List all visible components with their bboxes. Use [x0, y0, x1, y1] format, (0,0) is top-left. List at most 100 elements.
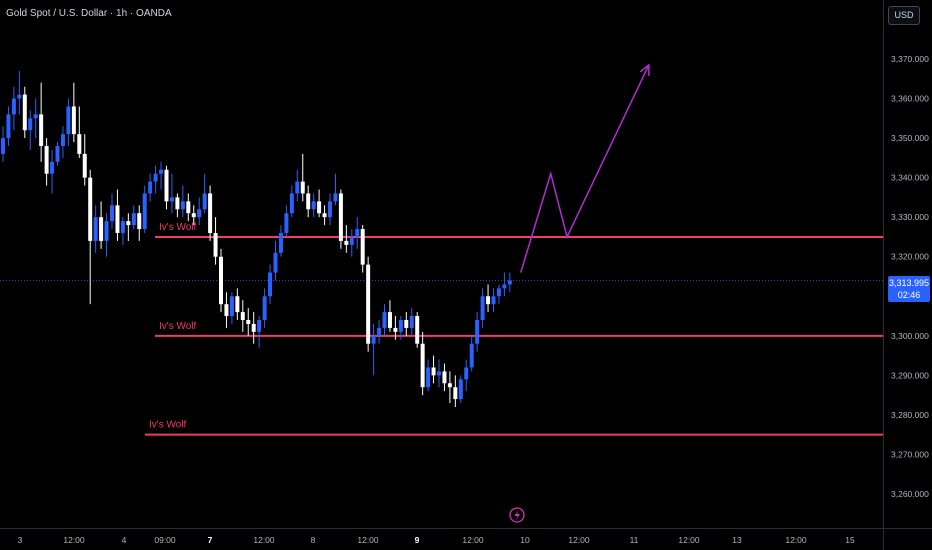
candle-body [464, 367, 469, 380]
candle [300, 153, 305, 202]
price-tick-label: 3,280.000 [891, 410, 929, 420]
time-tick-label: 7 [208, 535, 213, 545]
candle [387, 300, 392, 332]
candle [398, 316, 403, 340]
candle [322, 205, 327, 226]
time-tick-label: 4 [122, 535, 127, 545]
candle [186, 193, 191, 222]
candle [191, 205, 196, 226]
price-axis[interactable]: 3,370.000 3,360.000 3,350.000 3,340.000 3,33… [891, 54, 929, 499]
candle [235, 288, 240, 320]
candle [366, 256, 371, 352]
candle-body [404, 320, 409, 328]
candle-body [300, 181, 305, 194]
candle [213, 217, 218, 265]
price-tick-label: 3,330.000 [891, 212, 929, 222]
candle-body [28, 118, 33, 131]
candle [50, 149, 55, 194]
candle [377, 320, 382, 344]
candle-body [333, 193, 338, 202]
candle-body [71, 106, 76, 135]
price-tick-label: 3,270.000 [891, 449, 929, 459]
projection-path [520, 64, 650, 273]
candle [496, 284, 501, 305]
candle-body [126, 221, 131, 226]
time-axis[interactable]: 3 12:00 4 09:00 7 12:00 8 12:00 9 12:00 10 12:00 11 1… [18, 535, 855, 545]
candle-body [295, 181, 300, 194]
candle-body [104, 221, 109, 241]
candle-body [148, 181, 153, 194]
candle-body [246, 320, 251, 324]
candle [262, 288, 267, 328]
candles [1, 70, 512, 407]
candle-body [202, 193, 207, 210]
candle-body [360, 229, 365, 265]
candle-body [197, 209, 202, 218]
candle [142, 185, 147, 233]
candle-body [415, 316, 420, 344]
time-tick-label: 12:00 [253, 535, 275, 545]
lightning-icon[interactable] [509, 507, 525, 523]
candle-body [110, 205, 114, 222]
time-tick-label: 12:00 [63, 535, 85, 545]
candle [502, 272, 507, 297]
candle-body [115, 205, 120, 233]
candle-body [224, 304, 229, 317]
candle [22, 86, 27, 139]
candle [393, 316, 398, 340]
candle-body [257, 320, 262, 332]
time-tick-label: 12:00 [785, 535, 807, 545]
currency-button[interactable]: USD [888, 6, 920, 25]
candle [284, 205, 289, 237]
time-tick-label: 3 [18, 535, 23, 545]
candle [480, 288, 485, 328]
candle [110, 193, 114, 230]
bar-countdown: 02:46 [897, 290, 921, 300]
candle [355, 217, 360, 249]
candle-body [131, 213, 136, 226]
candle-body [486, 296, 491, 305]
candle [447, 371, 452, 404]
candle-body [142, 193, 147, 230]
candle [311, 193, 316, 218]
candle [409, 308, 414, 336]
candle-body [33, 114, 38, 119]
candle-body [355, 229, 360, 237]
candle-body [1, 138, 5, 154]
candle-body [431, 367, 436, 376]
candle-body [186, 201, 191, 214]
candle [491, 288, 496, 313]
candle-body [44, 146, 49, 174]
candle [371, 323, 376, 376]
candle-body [328, 201, 332, 218]
lightning-icon-ring [509, 507, 525, 523]
candle-body [268, 272, 273, 297]
time-tick-label: 15 [845, 535, 855, 545]
candle [197, 197, 202, 226]
candle [66, 98, 71, 146]
candle [126, 213, 131, 241]
candle-body [137, 213, 142, 230]
price-tick-label: 3,300.000 [891, 331, 929, 341]
candle-body [322, 213, 327, 218]
projection-arrowhead [639, 63, 650, 76]
candle [328, 193, 332, 226]
time-tick-label: 9 [415, 535, 420, 545]
candle [442, 363, 447, 392]
candle [71, 82, 76, 143]
candle-body [66, 106, 71, 135]
candle-body [426, 367, 431, 388]
symbol-title: Gold Spot / U.S. Dollar · 1h · OANDA [6, 8, 172, 19]
level-label: Iv's Wolf [159, 321, 197, 332]
candle [115, 189, 120, 241]
candle-body [371, 335, 376, 344]
price-tick-label: 3,290.000 [891, 370, 929, 380]
candle [268, 264, 273, 305]
candle [175, 193, 180, 218]
candle-body [6, 114, 11, 139]
candle [415, 312, 420, 348]
candle-body [120, 221, 125, 233]
candle-body [88, 177, 93, 241]
candle [246, 308, 251, 336]
